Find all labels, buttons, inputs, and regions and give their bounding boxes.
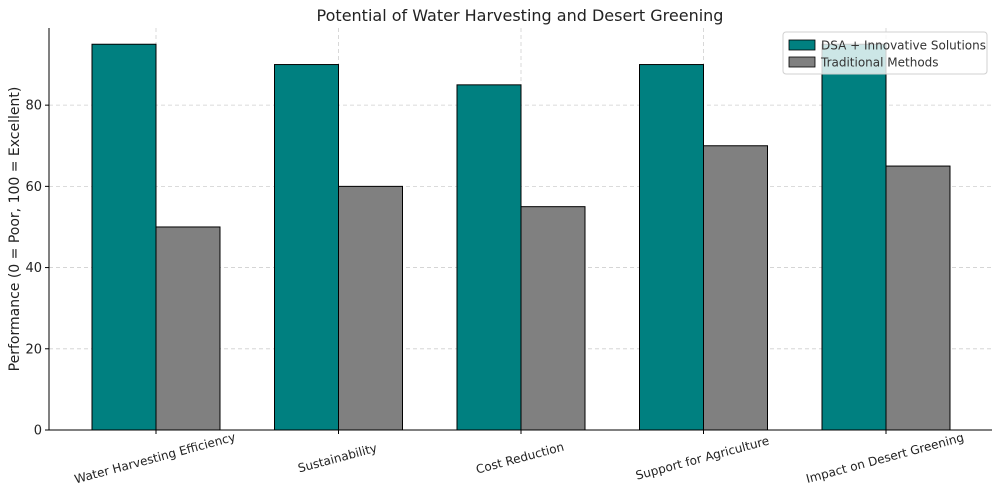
y-ticks: 0 20 40 60 80 bbox=[25, 99, 49, 439]
bar-traditional-1 bbox=[338, 185, 403, 431]
y-tick-label: 20 bbox=[25, 342, 42, 357]
bar-traditional-3 bbox=[703, 145, 768, 431]
y-tick-label: 40 bbox=[25, 261, 42, 276]
x-tick-label: Support for Agriculture bbox=[634, 434, 770, 483]
bar-dsa-innovative-1 bbox=[274, 64, 339, 431]
legend-label: DSA + Innovative Solutions bbox=[821, 39, 986, 53]
bar-dsa-innovative-4 bbox=[821, 43, 887, 431]
x-tick-label: Sustainability bbox=[296, 441, 378, 476]
bar-traditional-2 bbox=[520, 206, 586, 431]
bars bbox=[91, 43, 951, 431]
legend: DSA + Innovative Solutions Traditional Me… bbox=[782, 31, 988, 75]
y-tick-label: 0 bbox=[34, 424, 42, 439]
x-tick-labels: Water Harvesting Efficiency Sustainabilit… bbox=[73, 430, 965, 487]
legend-swatch bbox=[788, 39, 816, 51]
y-tick-label: 80 bbox=[25, 99, 42, 114]
x-tick-label: Cost Reduction bbox=[474, 440, 565, 477]
x-tick-label: Water Harvesting Efficiency bbox=[73, 430, 237, 487]
bar-dsa-innovative-2 bbox=[456, 84, 522, 431]
bar-traditional-4 bbox=[885, 165, 951, 431]
x-tick-label: Impact on Desert Greening bbox=[805, 430, 966, 486]
bar-dsa-innovative-0 bbox=[91, 43, 157, 431]
legend-box bbox=[782, 31, 988, 75]
chart-title: Potential of Water Harvesting and Desert… bbox=[317, 6, 724, 25]
bar-dsa-innovative-3 bbox=[639, 64, 704, 431]
y-axis-label: Performance (0 = Poor, 100 = Excellent) bbox=[7, 87, 23, 372]
legend-label: Traditional Methods bbox=[820, 56, 939, 70]
y-tick-label: 60 bbox=[25, 180, 42, 195]
legend-swatch bbox=[788, 56, 816, 68]
bar-traditional-0 bbox=[155, 226, 221, 431]
